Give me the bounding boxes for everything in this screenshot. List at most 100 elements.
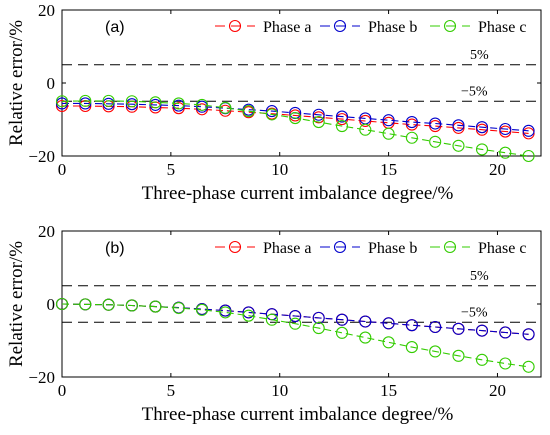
data-point <box>522 328 535 341</box>
data-point <box>429 120 442 133</box>
data-point <box>289 309 302 323</box>
data-point <box>312 116 325 129</box>
reference-line-label: −5% <box>461 84 488 99</box>
y-tick-label: 20 <box>38 222 55 241</box>
data-point <box>475 123 489 136</box>
data-point <box>79 97 92 110</box>
x-tick-label: 15 <box>380 381 397 400</box>
series-line <box>61 100 529 157</box>
data-point <box>219 104 232 117</box>
legend-label: Phase c <box>478 19 526 36</box>
y-tick-label: −20 <box>28 368 55 387</box>
data-point <box>312 111 325 124</box>
data-point <box>125 95 138 108</box>
data-point <box>149 300 162 313</box>
data-point <box>405 118 418 131</box>
panel-label: (b) <box>105 240 125 257</box>
legend-label: Phase b <box>368 240 417 257</box>
data-point <box>452 139 465 152</box>
data-point <box>335 313 349 326</box>
series-phase-a <box>55 99 535 140</box>
x-tick-label: 10 <box>271 381 288 400</box>
data-point <box>452 121 465 134</box>
data-point <box>149 96 162 109</box>
data-point <box>335 326 349 339</box>
x-axis-label: Three-phase current imbalance degree/% <box>142 404 454 425</box>
data-point <box>79 94 92 107</box>
x-tick-label: 5 <box>167 160 176 179</box>
legend-marker <box>228 19 242 33</box>
data-point <box>219 306 232 319</box>
legend-marker <box>443 19 457 33</box>
reference-line-label: 5% <box>470 48 489 63</box>
legend: Phase a Phase b Phase c <box>215 240 526 257</box>
data-point <box>55 297 69 311</box>
data-point <box>242 105 255 118</box>
x-tick-label: 15 <box>380 160 397 179</box>
data-point <box>172 97 185 110</box>
data-point <box>102 298 115 311</box>
y-axis-label: Relative error/% <box>6 20 27 146</box>
x-tick-label: 0 <box>58 381 67 400</box>
data-point <box>452 119 465 132</box>
data-point <box>522 360 535 373</box>
data-point <box>289 109 302 122</box>
data-point <box>79 298 92 311</box>
y-tick-label: −20 <box>28 147 55 166</box>
series-line <box>62 105 529 134</box>
data-point <box>312 108 325 121</box>
data-point <box>382 127 395 140</box>
legend-label: Phase c <box>478 240 526 257</box>
data-point <box>475 143 489 156</box>
data-point <box>335 110 349 123</box>
x-axis-label: Three-phase current imbalance degree/% <box>142 183 454 204</box>
data-point <box>475 353 489 366</box>
x-tick-label: 0 <box>58 160 67 179</box>
legend-label: Phase a <box>263 240 311 257</box>
legend-marker <box>333 240 347 254</box>
data-point <box>475 121 489 134</box>
x-tick-label: 20 <box>489 381 506 400</box>
y-tick-label: 0 <box>47 74 56 93</box>
series-phase-c <box>55 94 535 163</box>
data-point <box>429 135 442 148</box>
panel-label: (a) <box>105 19 125 36</box>
data-point <box>499 326 512 339</box>
y-tick-label: 0 <box>47 295 56 314</box>
data-point <box>522 149 535 163</box>
y-axis-label: Relative error/% <box>6 241 27 367</box>
data-point <box>265 108 278 121</box>
series-phase-c <box>55 297 535 373</box>
data-point <box>312 311 325 324</box>
legend: Phase a Phase b Phase c <box>215 19 526 36</box>
x-tick-label: 10 <box>271 160 288 179</box>
series-line <box>61 303 529 368</box>
data-point <box>102 97 115 110</box>
data-point <box>382 114 395 127</box>
data-point <box>242 309 255 322</box>
data-point <box>195 303 209 316</box>
x-tick-label: 20 <box>489 160 506 179</box>
data-point <box>405 131 418 144</box>
data-point <box>125 299 138 312</box>
data-point <box>499 122 512 136</box>
data-point <box>429 117 442 130</box>
data-point <box>55 99 69 113</box>
data-point <box>452 349 465 362</box>
data-point <box>149 98 162 111</box>
series-phase-b <box>55 97 535 137</box>
data-point <box>499 146 512 159</box>
data-point <box>125 98 138 111</box>
data-point <box>312 322 325 335</box>
data-point <box>405 341 418 354</box>
data-point <box>522 124 535 137</box>
data-point <box>452 322 465 335</box>
data-point <box>335 120 349 133</box>
x-tick-label: 5 <box>167 381 176 400</box>
data-point <box>195 98 209 111</box>
data-point <box>172 102 185 115</box>
data-point <box>359 114 372 128</box>
